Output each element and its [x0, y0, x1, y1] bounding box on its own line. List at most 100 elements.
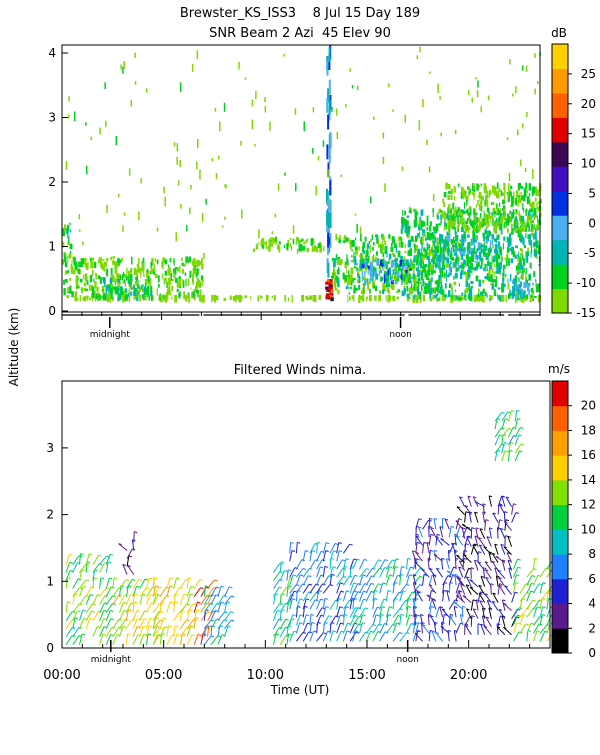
snr-pixel [498, 287, 501, 289]
snr-pixel [448, 290, 451, 297]
snr-pixel [423, 233, 426, 237]
snr-pixel [502, 277, 504, 282]
snr-pixel [479, 200, 480, 202]
snr-pixel [326, 295, 329, 298]
wind-barb-flag [431, 534, 434, 535]
snr-pixel [396, 246, 397, 252]
snr-pixel [465, 221, 468, 224]
wind-barb [274, 572, 280, 581]
snr-pixel [151, 287, 152, 295]
snr-pixel [106, 285, 108, 293]
snr-pixel [487, 257, 488, 265]
snr-pixel [512, 94, 514, 97]
snr-pixel [106, 269, 108, 277]
colorbar-swatch [552, 215, 568, 240]
wind-block [119, 532, 138, 575]
snr-pixel [178, 294, 180, 299]
snr-pixel [171, 297, 172, 300]
snr-pixel [502, 200, 504, 205]
snr-pixel [373, 117, 375, 120]
snr-pixel [481, 218, 482, 224]
wind-barb-flag [197, 602, 200, 603]
snr-pixel [168, 286, 170, 292]
wind-barb-flag [357, 559, 360, 560]
snr-pixel [199, 170, 201, 180]
wind-barb [480, 529, 485, 539]
snr-pixel [388, 281, 391, 285]
snr-pixel [468, 294, 470, 299]
snr-pixel [411, 236, 414, 242]
wind-barb-flag [320, 567, 323, 568]
wind-barb-flag [408, 558, 411, 559]
snr-pixel [67, 256, 68, 263]
snr-pixel [510, 238, 512, 246]
snr-pixel [524, 245, 526, 248]
snr-pixel [84, 282, 86, 286]
snr-pixel [104, 264, 106, 271]
colorbar-swatch [552, 142, 568, 167]
snr-pixel [521, 186, 524, 189]
x-tick-label: 05:00 [145, 668, 182, 683]
wind-barb-flag [340, 583, 343, 584]
snr-pixel [526, 256, 528, 263]
snr-pixel [180, 204, 182, 209]
snr-pixel [388, 261, 389, 264]
snr-pixel [197, 50, 199, 59]
snr-pixel [515, 245, 518, 248]
snr-pixel [65, 271, 67, 275]
snr-pixel [515, 198, 517, 205]
snr-pixel [283, 54, 285, 57]
snr-pixel [466, 272, 468, 280]
snr-pixel [163, 187, 165, 194]
snr-pixel [453, 214, 455, 222]
snr-pixel [337, 132, 339, 139]
snr-pixel [429, 249, 431, 255]
snr-pixel [537, 216, 538, 222]
wind-barb [93, 595, 98, 605]
wind-barb-flag [303, 569, 306, 570]
snr-pixel [492, 185, 495, 193]
snr-pixel [379, 264, 381, 269]
snr-pixel [503, 209, 505, 213]
wind-barb [80, 596, 86, 605]
snr-pixel [522, 123, 524, 128]
wind-barb [429, 585, 436, 594]
snr-pixel [457, 227, 459, 232]
snr-pixel [420, 272, 422, 276]
snr-pixel [477, 262, 480, 267]
snr-pixel [183, 291, 185, 298]
snr-pixel [434, 241, 436, 248]
snr-pixel [382, 283, 385, 289]
snr-pixel [494, 272, 495, 278]
snr-pixel [333, 262, 336, 267]
snr-pixel [63, 280, 65, 285]
wind-barb [180, 628, 186, 637]
snr-pixel [78, 269, 80, 275]
snr-pixel [513, 192, 514, 197]
snr-pixel [510, 248, 512, 251]
snr-pixel [521, 292, 522, 298]
x-tick-label: 20:00 [450, 668, 487, 683]
wind-barb-flag [288, 586, 291, 587]
wind-barb-flag [537, 607, 540, 608]
snr-pixel [503, 243, 504, 247]
snr-pixel [347, 258, 348, 264]
snr-pixel [513, 209, 515, 214]
snr-pixel [179, 265, 180, 273]
snr-pixel [531, 250, 532, 257]
wind-barb-flag [149, 578, 152, 579]
wind-barb [337, 568, 343, 577]
snr-pixel [523, 258, 525, 261]
snr-pixel [533, 299, 534, 301]
snr-pixel [331, 298, 334, 301]
snr-pixel [435, 252, 437, 257]
snr-pixel [120, 65, 122, 70]
wind-barb [513, 632, 519, 641]
snr-pixel [81, 258, 82, 266]
snr-pixel [447, 195, 450, 200]
wind-barb-flag [539, 584, 542, 585]
wind-barb [467, 537, 472, 547]
snr-pixel [350, 276, 352, 281]
